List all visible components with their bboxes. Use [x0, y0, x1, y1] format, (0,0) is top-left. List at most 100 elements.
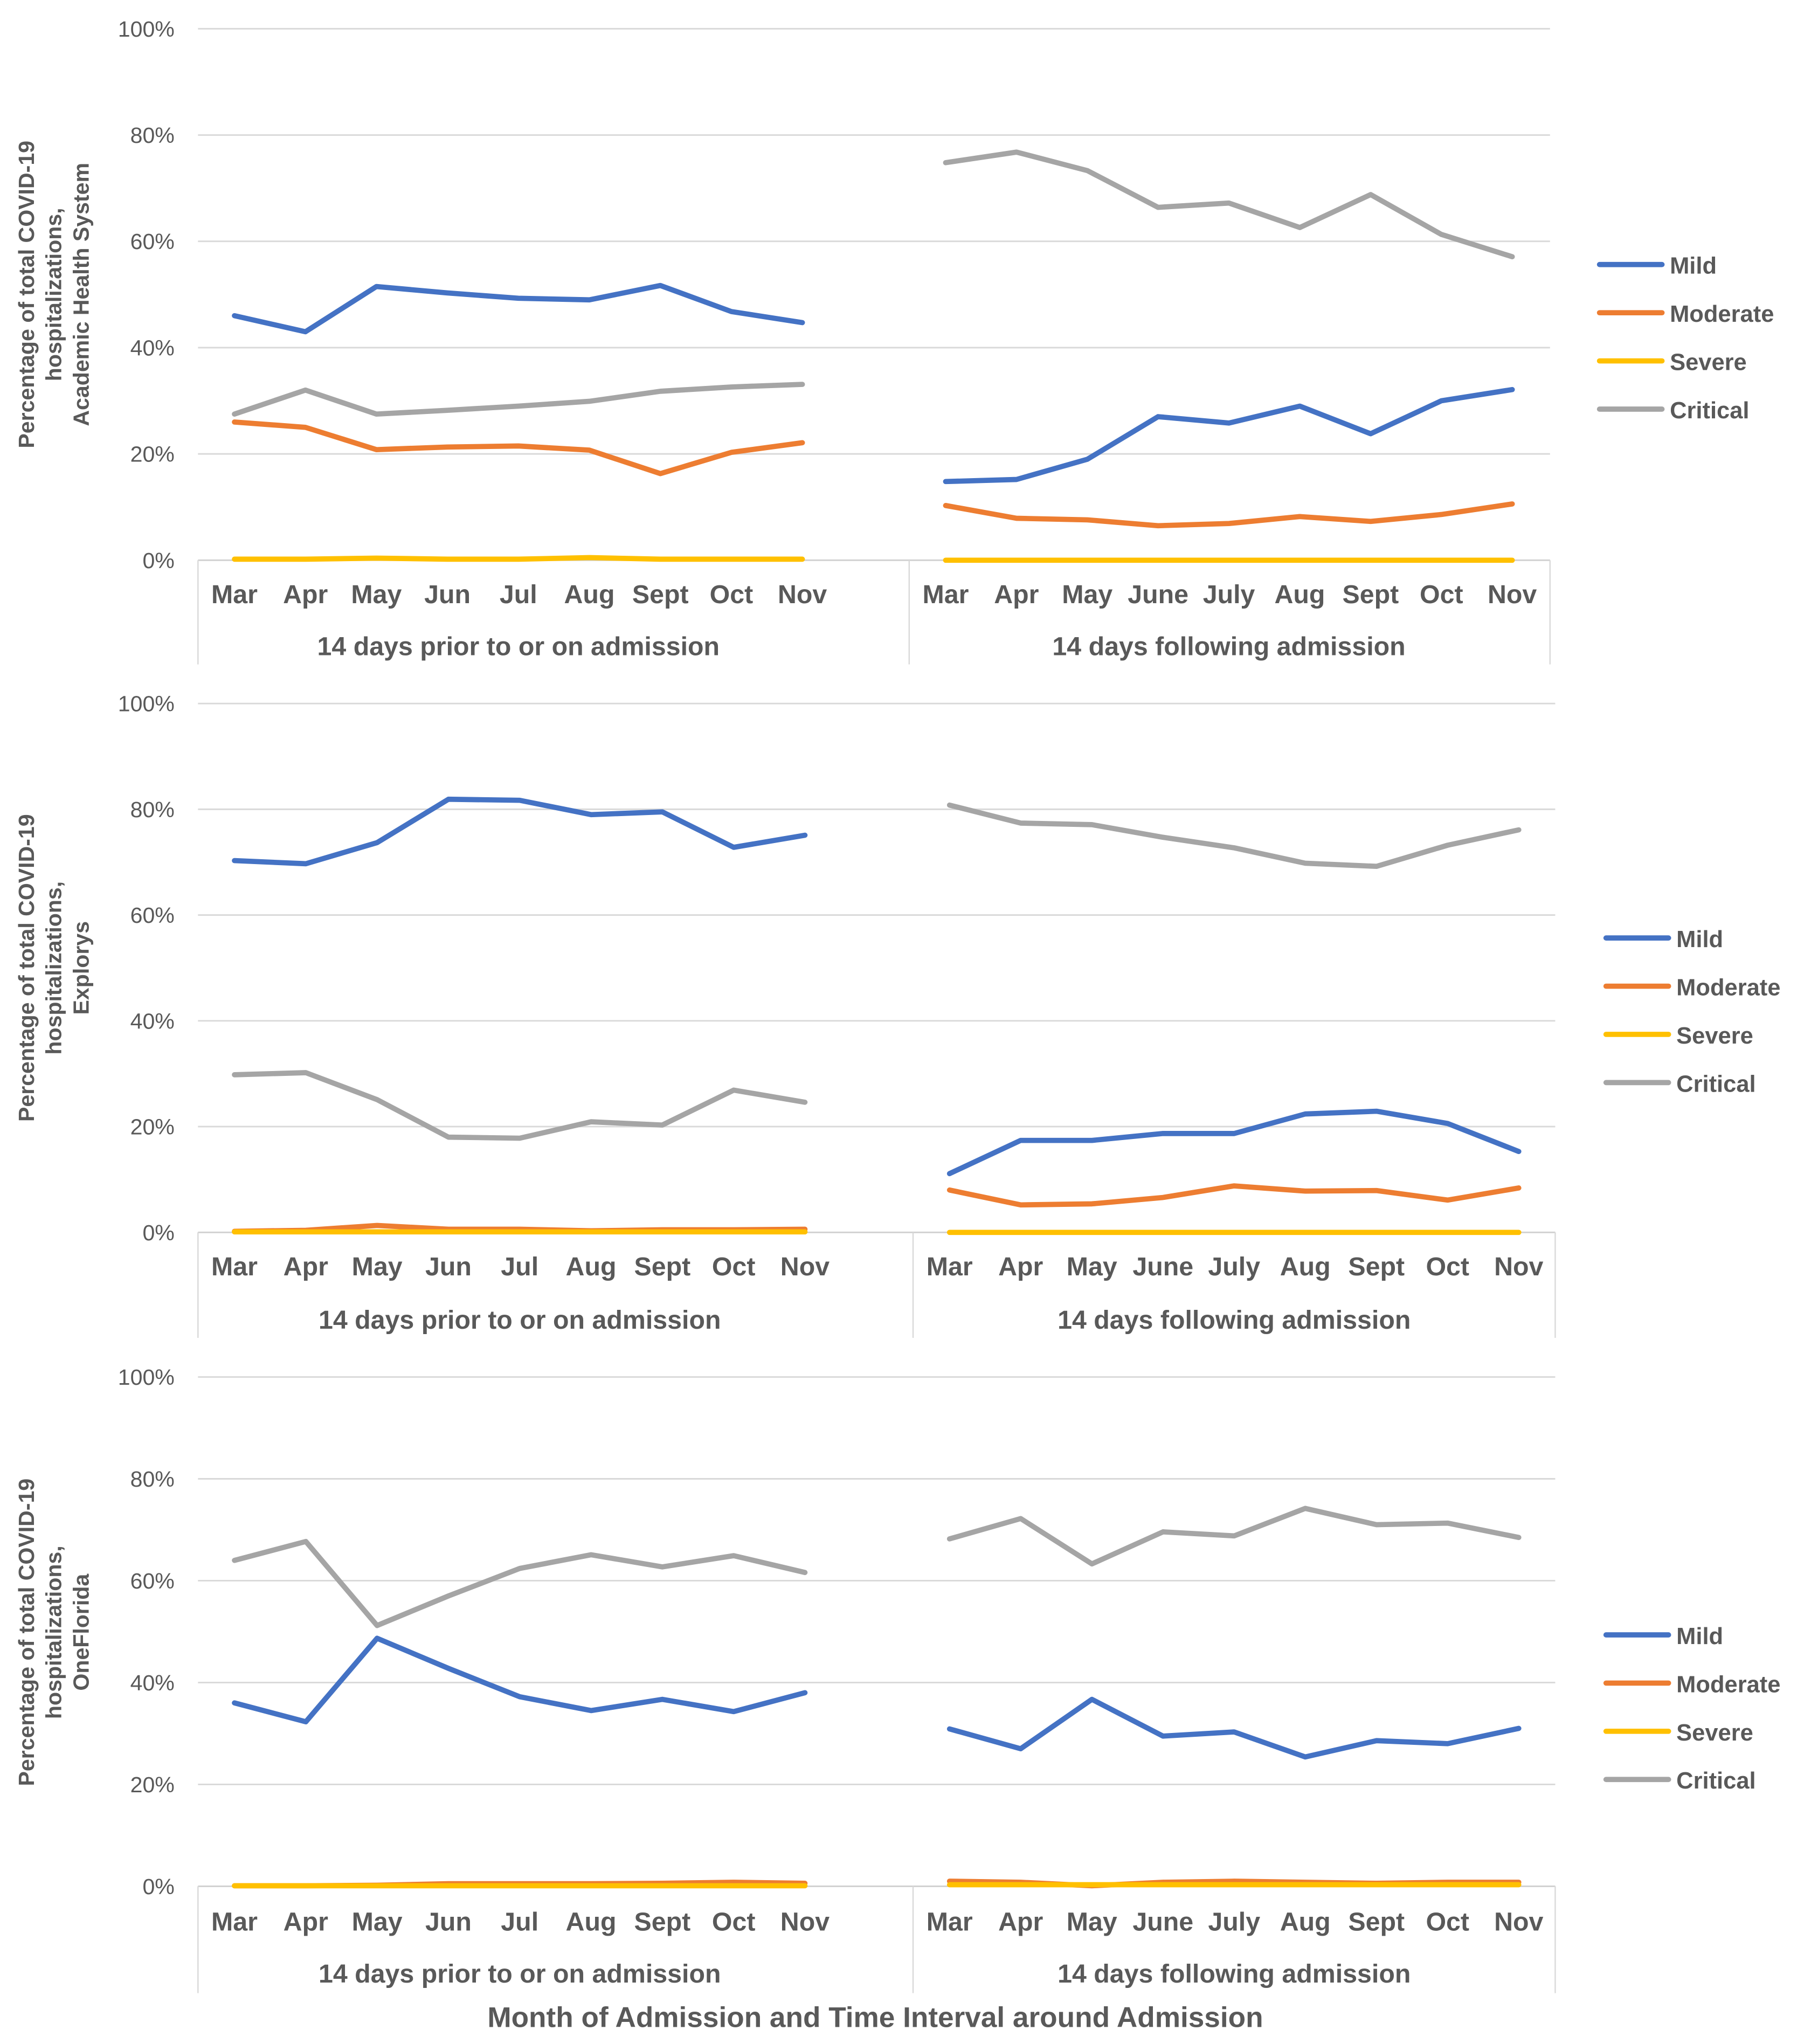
x-axis-title: Month of Admission and Time Interval aro… — [487, 2001, 1263, 2033]
series-line-mild — [232, 282, 805, 335]
x-tick-label: May — [1067, 1252, 1117, 1281]
y-tick-label: 0% — [142, 1220, 174, 1245]
x-tick-label: Apr — [998, 1252, 1043, 1281]
y-axis-label-line: Explorys — [68, 921, 93, 1015]
x-tick-label: Aug — [566, 1252, 617, 1281]
x-tick-label: May — [1062, 580, 1112, 609]
x-tick-label: Nov — [780, 1908, 830, 1937]
group-label: 14 days following admission — [1052, 632, 1405, 661]
series-line-critical — [232, 1538, 808, 1628]
x-tick-label: June — [1132, 1252, 1193, 1281]
series-line-mild — [946, 1108, 1522, 1177]
x-tick-label: May — [1067, 1908, 1117, 1937]
y-tick-label: 20% — [130, 1772, 175, 1797]
x-tick-label: Oct — [1420, 580, 1463, 609]
x-tick-label: Sept — [1343, 580, 1399, 609]
y-tick-label: 60% — [130, 1569, 175, 1593]
series-line-critical — [946, 802, 1522, 869]
y-axis-label-line: Percentage of total COVID-19 — [14, 814, 39, 1122]
x-tick-label: Sept — [632, 580, 689, 609]
x-tick-label: July — [1208, 1908, 1260, 1937]
legend-label: Severe — [1676, 1023, 1753, 1049]
legend-label: Mild — [1676, 1624, 1723, 1649]
x-tick-label: Sept — [634, 1252, 690, 1281]
y-tick-label: 40% — [130, 1670, 175, 1695]
x-tick-label: Mar — [922, 580, 969, 609]
series-line-critical — [232, 1070, 808, 1141]
legend-label: Severe — [1676, 1720, 1753, 1746]
y-tick-label: 60% — [130, 903, 175, 928]
legend-label: Critical — [1676, 1768, 1755, 1794]
y-axis-label-line: hospitalizations, — [42, 208, 66, 381]
series-line-severe — [232, 555, 805, 562]
x-tick-label: Aug — [1280, 1252, 1331, 1281]
x-tick-label: Jun — [424, 580, 471, 609]
group-label: 14 days following admission — [1057, 1959, 1411, 1988]
group-label: 14 days prior to or on admission — [317, 632, 720, 661]
x-tick-label: Jun — [425, 1908, 472, 1937]
x-tick-label: Jul — [500, 580, 537, 609]
y-axis-label: Percentage of total COVID-19 hospitalizat… — [14, 141, 93, 448]
x-tick-label: Aug — [564, 580, 615, 609]
x-tick-label: Nov — [778, 580, 827, 609]
x-tick-label: Aug — [566, 1908, 617, 1937]
x-tick-label: Mar — [927, 1908, 973, 1937]
series-line-mild — [232, 1635, 808, 1725]
series-line-moderate — [232, 419, 805, 477]
series-line-critical — [232, 382, 805, 417]
series-line-critical — [946, 1506, 1522, 1567]
y-tick-label: 0% — [142, 1874, 174, 1899]
chart-panel-3: 0% 20% 40% 60% 80% 100% Percentage of total CO… — [14, 1365, 1780, 1993]
x-tick-label: July — [1203, 580, 1255, 609]
chart-panel-2: 0% 20% 40% 60% 80% 100% Percentage of total CO… — [14, 692, 1780, 1338]
legend-label: Critical — [1670, 398, 1749, 424]
legend: Mild Moderate Severe Critical — [1603, 1624, 1780, 1794]
y-tick-label: 0% — [142, 548, 174, 573]
x-tick-label: Apr — [994, 580, 1039, 609]
y-axis-label-line: Percentage of total COVID-19 — [14, 1479, 39, 1786]
y-tick-label: 100% — [118, 17, 175, 42]
x-tick-label: Jul — [501, 1252, 538, 1281]
x-tick-label: Aug — [1280, 1908, 1331, 1937]
y-axis-label-line: hospitalizations, — [42, 881, 66, 1055]
x-tick-label: Jul — [501, 1908, 538, 1937]
x-tick-label: Jun — [425, 1252, 472, 1281]
y-tick-label: 20% — [130, 1115, 175, 1140]
x-tick-label: Apr — [284, 1908, 328, 1937]
legend-label: Moderate — [1676, 1672, 1780, 1697]
x-tick-label: Sept — [634, 1908, 690, 1937]
y-tick-label: 100% — [118, 1365, 175, 1390]
group-label: 14 days following admission — [1057, 1306, 1411, 1335]
x-tick-label: Mar — [927, 1252, 973, 1281]
x-tick-label: Nov — [1494, 1252, 1543, 1281]
x-tick-label: June — [1128, 580, 1188, 609]
x-tick-label: Nov — [1494, 1908, 1543, 1937]
series-line-mild — [946, 1696, 1522, 1760]
y-tick-label: 80% — [130, 1467, 175, 1491]
legend-label: Moderate — [1676, 975, 1780, 1000]
y-tick-label: 100% — [118, 692, 175, 716]
group-label: 14 days prior to or on admission — [319, 1959, 721, 1988]
x-tick-label: Oct — [710, 580, 754, 609]
x-tick-label: Aug — [1274, 580, 1325, 609]
legend-label: Mild — [1676, 927, 1723, 952]
group-label: 14 days prior to or on admission — [319, 1306, 721, 1335]
x-tick-label: May — [352, 1908, 403, 1937]
y-axis-label-line: OneFlorida — [68, 1573, 93, 1691]
x-tick-label: Oct — [1426, 1252, 1469, 1281]
y-axis-label: Percentage of total COVID-19 hospitalizat… — [14, 814, 93, 1122]
series-line-critical — [943, 149, 1515, 260]
series-line-moderate — [943, 501, 1515, 529]
y-axis-label-line: hospitalizations, — [42, 1545, 66, 1719]
x-tick-label: July — [1208, 1252, 1260, 1281]
y-tick-label: 60% — [130, 229, 175, 254]
chart-panel-1: 0% 20% 40% 60% 80% 100% Percentage of total CO… — [14, 17, 1774, 665]
x-tick-label: Sept — [1348, 1252, 1405, 1281]
y-tick-label: 80% — [130, 797, 175, 822]
x-tick-label: Apr — [284, 1252, 328, 1281]
x-tick-label: Mar — [211, 580, 258, 609]
x-tick-label: Nov — [780, 1252, 830, 1281]
x-tick-label: Mar — [211, 1252, 258, 1281]
legend: Mild Moderate Severe Critical — [1596, 253, 1774, 424]
x-tick-label: Apr — [283, 580, 328, 609]
